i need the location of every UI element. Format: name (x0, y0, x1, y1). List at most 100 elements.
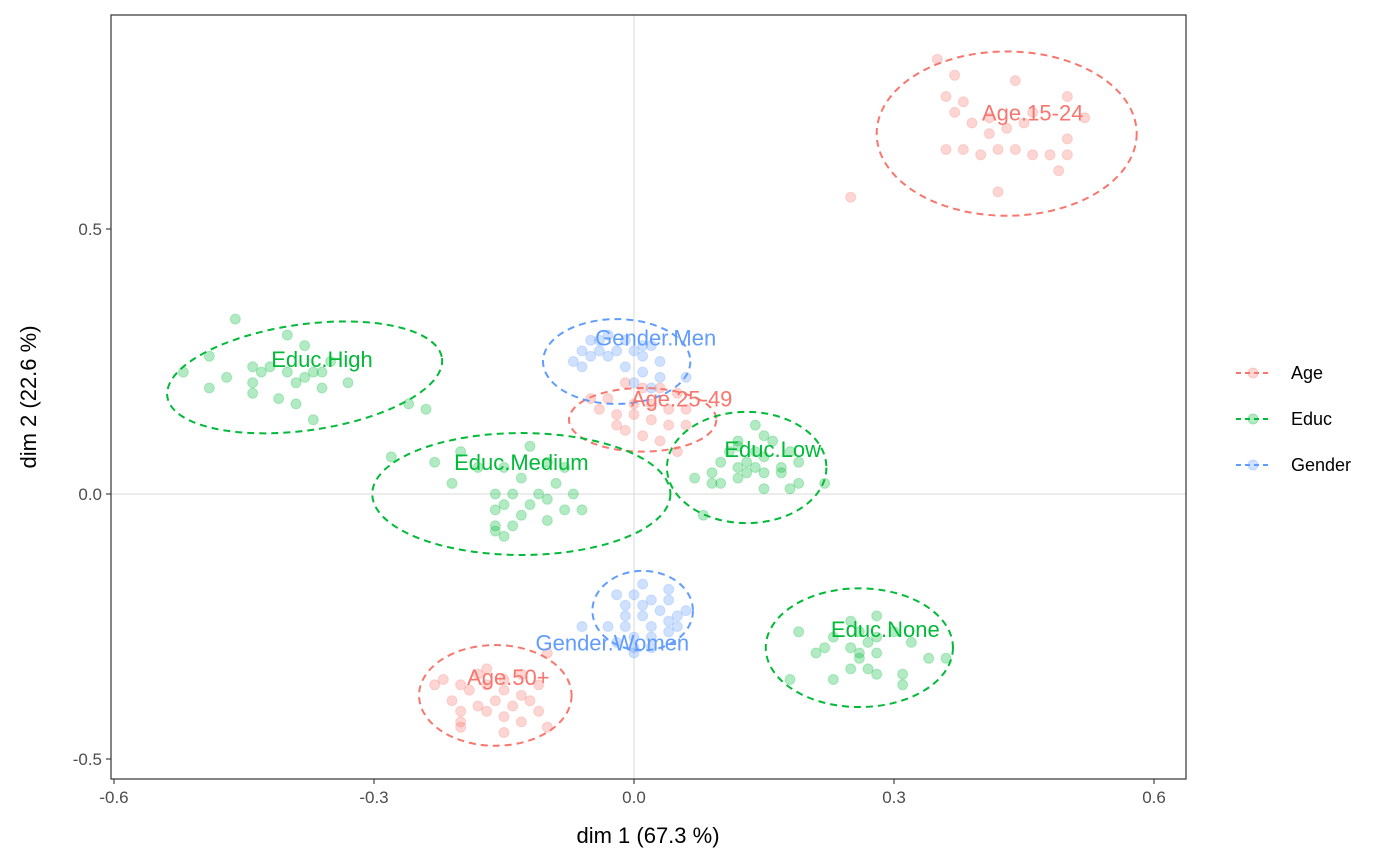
label-gender-men: Gender.Men (595, 326, 716, 351)
point-educ-high-14 (316, 382, 328, 394)
point-educ-low-5 (749, 446, 761, 458)
point-educ-medium-11 (489, 488, 501, 500)
point-gender-men-10 (585, 350, 597, 362)
point-gender-men-11 (602, 350, 614, 362)
point-educ-low-17 (775, 467, 787, 479)
point-educ-low-4 (723, 446, 735, 458)
point-educ-medium-16 (498, 499, 510, 511)
point-age-50-8 (481, 679, 493, 691)
x-axis-title: dim 1 (67.3 %) (576, 823, 719, 848)
legend-label-educ: Educ (1291, 409, 1332, 429)
y-axis-title: dim 2 (22.6 %) (16, 325, 41, 468)
point-educ-high-11 (221, 371, 233, 383)
plot-panel-border (110, 14, 1187, 780)
point-educ-low-9 (758, 451, 770, 463)
point-educ-low-23 (784, 483, 796, 495)
point-educ-medium-24 (489, 525, 501, 537)
point-age-15-24-9 (966, 117, 978, 129)
point-educ-medium-8 (515, 472, 527, 484)
point-educ-low-27 (732, 440, 744, 452)
point-age-15-24-20 (1044, 149, 1056, 161)
point-age-15-24-1 (949, 69, 961, 81)
point-educ-high-3 (203, 350, 215, 362)
y-tick-label-2: 0.5 (78, 220, 102, 239)
point-age-50-2 (472, 668, 484, 680)
point-educ-high-0 (229, 313, 241, 325)
point-gender-men-13 (654, 356, 666, 367)
point-age-15-24-22 (1061, 149, 1073, 161)
ellipse-gender-women (591, 569, 694, 652)
point-age-15-24-12 (1018, 117, 1030, 129)
point-gender-women-6 (619, 599, 631, 611)
point-educ-low-20 (715, 477, 727, 489)
ellipse-age-50 (418, 644, 573, 747)
label-educ-medium: Educ.Medium (454, 450, 589, 475)
point-age-15-24-19 (1027, 149, 1039, 161)
point-educ-low-6 (784, 446, 796, 458)
point-age-50-20 (481, 705, 493, 717)
point-gender-men-3 (637, 340, 649, 352)
point-educ-none-1 (845, 615, 857, 627)
point-age-15-24-21 (1061, 133, 1073, 145)
ellipse-gender-men (541, 318, 692, 405)
point-educ-none-2 (853, 626, 865, 638)
label-age-15-24: Age.15-24 (982, 100, 1084, 125)
point-gender-women-13 (671, 610, 683, 622)
ellipse-age-15-24 (875, 50, 1138, 217)
point-age-25-49-4 (602, 393, 614, 405)
ellipse-educ-high (166, 320, 444, 435)
point-educ-high-9 (325, 356, 337, 367)
point-educ-high-23 (264, 361, 276, 373)
point-gender-men-5 (576, 345, 588, 357)
point-educ-medium-3 (385, 451, 397, 463)
point-gender-women-9 (680, 605, 692, 617)
x-tick-label-0: -0.6 (99, 788, 128, 807)
point-educ-medium-22 (489, 520, 501, 532)
point-educ-low-18 (689, 472, 701, 484)
point-educ-medium-1 (455, 446, 467, 458)
point-educ-medium-14 (541, 493, 553, 505)
point-educ-none-19 (827, 674, 839, 685)
x-tick-label-2: 0.0 (622, 788, 646, 807)
point-educ-medium-10 (446, 477, 458, 489)
point-gender-women-8 (654, 605, 666, 617)
point-age-15-24-7 (1079, 112, 1091, 124)
point-educ-low-25 (819, 477, 831, 489)
point-educ-high-19 (290, 398, 302, 410)
point-educ-medium-18 (559, 504, 571, 516)
points-layer (177, 53, 1091, 738)
point-gender-women-22 (671, 621, 683, 632)
point-age-25-49-20 (611, 419, 623, 431)
y-tick-label-0: -0.5 (73, 750, 102, 769)
point-educ-medium-19 (489, 504, 501, 516)
point-educ-none-9 (845, 642, 857, 654)
point-educ-high-12 (247, 377, 259, 389)
point-educ-low-7 (715, 456, 727, 468)
point-age-50-18 (533, 705, 545, 717)
legend: Age Educ Gender (1236, 363, 1351, 475)
point-age-15-24-25 (845, 191, 857, 203)
point-educ-medium-25 (498, 530, 510, 542)
point-age-15-24-10 (983, 112, 995, 124)
ellipse-educ-low (665, 410, 828, 525)
point-age-50-5 (515, 668, 527, 680)
point-educ-none-10 (862, 636, 874, 648)
label-educ-low: Educ.Low (724, 437, 821, 462)
point-gender-women-1 (663, 583, 675, 595)
point-educ-medium-0 (524, 440, 536, 452)
point-educ-none-3 (888, 626, 900, 638)
point-gender-women-7 (637, 599, 649, 611)
point-educ-high-10 (177, 366, 189, 378)
point-age-50-16 (507, 700, 519, 712)
legend-key-point-gender (1247, 459, 1259, 471)
point-gender-men-1 (602, 329, 614, 341)
point-age-15-24-23 (1053, 165, 1065, 177)
point-educ-low-1 (758, 430, 770, 442)
plot-panel: Age.15-24 Age.25-49 Age.50+ Educ.High Educ.M… (110, 14, 1187, 780)
point-age-25-49-18 (680, 419, 692, 431)
point-age-15-24-11 (1001, 122, 1013, 134)
point-educ-none-23 (923, 652, 935, 664)
point-educ-none-18 (897, 668, 909, 680)
point-gender-men-20 (593, 334, 605, 346)
point-educ-low-10 (775, 462, 787, 473)
